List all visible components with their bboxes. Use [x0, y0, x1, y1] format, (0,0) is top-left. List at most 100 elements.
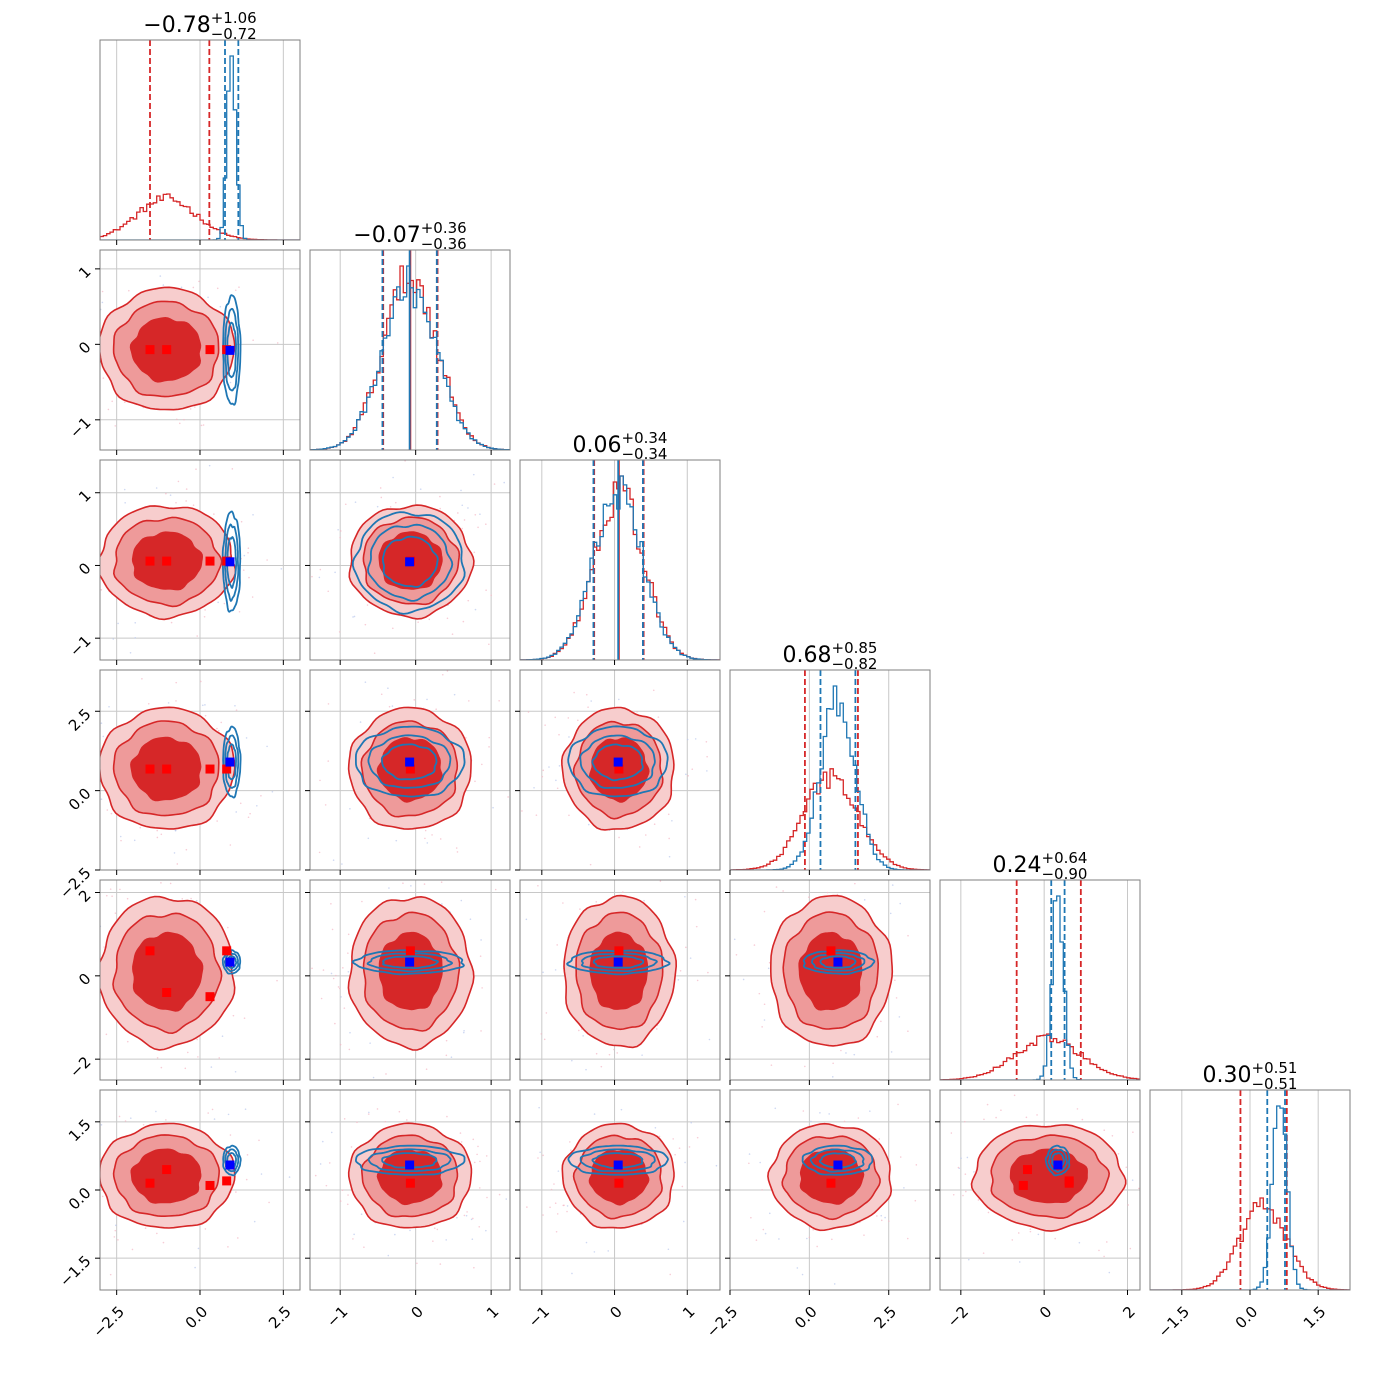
scatter-point — [103, 946, 105, 948]
scatter-point — [474, 608, 477, 611]
scatter-point — [831, 1238, 833, 1241]
y-tick-label: 0 — [75, 559, 94, 578]
scatter-point — [819, 1112, 821, 1114]
scatter-point — [503, 481, 505, 484]
scatter-point — [181, 898, 184, 900]
scatter-point — [684, 1161, 686, 1164]
scatter-point — [229, 1134, 232, 1136]
scatter-point — [965, 1190, 967, 1193]
scatter-point — [343, 1007, 346, 1009]
scatter-point — [247, 547, 250, 550]
scatter-point — [96, 355, 98, 357]
blue-contour — [355, 725, 466, 798]
red-marker — [1023, 1165, 1032, 1175]
scatter-point — [129, 1117, 132, 1119]
blue-contour — [354, 1144, 466, 1176]
scatter-point — [562, 1204, 565, 1207]
scatter-point — [238, 1083, 240, 1085]
scatter-point — [196, 635, 199, 637]
scatter-point — [649, 1113, 651, 1115]
scatter-point — [174, 829, 177, 832]
blue-contour — [579, 734, 656, 789]
scatter-point — [617, 874, 619, 876]
scatter-point — [600, 1065, 603, 1068]
scatter-point — [227, 1113, 230, 1116]
scatter-point — [469, 898, 471, 900]
scatter-point — [587, 823, 590, 826]
blue-contour — [1047, 1148, 1068, 1173]
scatter-point — [271, 790, 274, 793]
y-tick-label: 0.0 — [65, 1184, 95, 1214]
title-minus: −0.82 — [831, 655, 877, 673]
red-marker — [222, 764, 232, 774]
scatter-point — [577, 719, 579, 722]
scatter-point — [1000, 1109, 1002, 1112]
scatter-point — [433, 1227, 436, 1229]
scatter-point — [915, 1164, 918, 1166]
scatter-point — [659, 880, 662, 882]
scatter-point — [156, 1232, 158, 1235]
scatter-point — [106, 809, 109, 811]
scatter-point — [456, 1216, 458, 1219]
scatter-point — [245, 1178, 248, 1181]
scatter-point — [92, 1192, 94, 1194]
scatter-point — [533, 786, 535, 789]
scatter-point — [545, 1012, 548, 1014]
y-tick-label: −2 — [66, 1053, 94, 1081]
scatter-point — [486, 1196, 488, 1199]
scatter-point — [197, 1247, 200, 1250]
scatter-point — [880, 1214, 883, 1217]
x-tick-label: 0.0 — [791, 1303, 821, 1333]
scatter-point — [831, 1076, 834, 1078]
scatter-point — [627, 843, 629, 845]
scatter-point — [247, 816, 250, 819]
scatter-point — [441, 673, 444, 676]
blue-contour — [380, 743, 438, 781]
scatter-point — [831, 1082, 833, 1084]
scatter-point — [94, 492, 96, 494]
scatter-point — [176, 863, 179, 865]
scatter-point — [441, 903, 443, 905]
scatter-point — [123, 401, 126, 404]
y-tick-label: 1.5 — [65, 1116, 95, 1146]
x-tick-label: 1 — [483, 1303, 502, 1322]
blue-contour — [811, 952, 866, 972]
scatter-point — [143, 865, 145, 867]
scatter-point — [322, 969, 325, 971]
scatter-point — [392, 476, 394, 479]
scatter-point — [567, 717, 570, 719]
scatter-point — [247, 551, 249, 554]
blue-contour — [801, 1144, 874, 1176]
scatter-point — [394, 1233, 396, 1236]
scatter-point — [453, 693, 456, 696]
scatter-point — [100, 1124, 103, 1126]
scatter-point — [327, 703, 330, 705]
scatter-point — [361, 900, 363, 903]
hist-panel-1 — [309, 249, 511, 455]
scatter-point — [802, 1110, 805, 1112]
scatter-point — [235, 709, 238, 711]
hist-blue — [940, 895, 1140, 1080]
scatter-point — [90, 934, 92, 936]
scatter-point — [832, 1062, 834, 1065]
scatter-point — [350, 1146, 353, 1148]
scatter-point — [696, 1136, 699, 1139]
red-marker — [205, 345, 215, 355]
scatter-point — [550, 1188, 553, 1191]
scatter-point — [79, 573, 81, 575]
scatter-point — [505, 1198, 508, 1200]
blue-contour — [222, 1144, 242, 1177]
scatter-point — [112, 638, 115, 640]
scatter-point — [641, 1054, 643, 1056]
x-tick-label: 0 — [606, 1303, 625, 1322]
scatter-point — [330, 1131, 333, 1134]
title-median: −0.07 — [353, 223, 420, 248]
scatter-point — [473, 1266, 475, 1269]
scatter-point — [83, 1168, 85, 1170]
scatter-point — [576, 858, 578, 860]
scatter-point — [387, 1254, 390, 1257]
scatter-point — [155, 487, 158, 489]
scatter-point — [185, 500, 187, 502]
red-marker — [614, 764, 624, 774]
scatter-point — [203, 615, 206, 618]
